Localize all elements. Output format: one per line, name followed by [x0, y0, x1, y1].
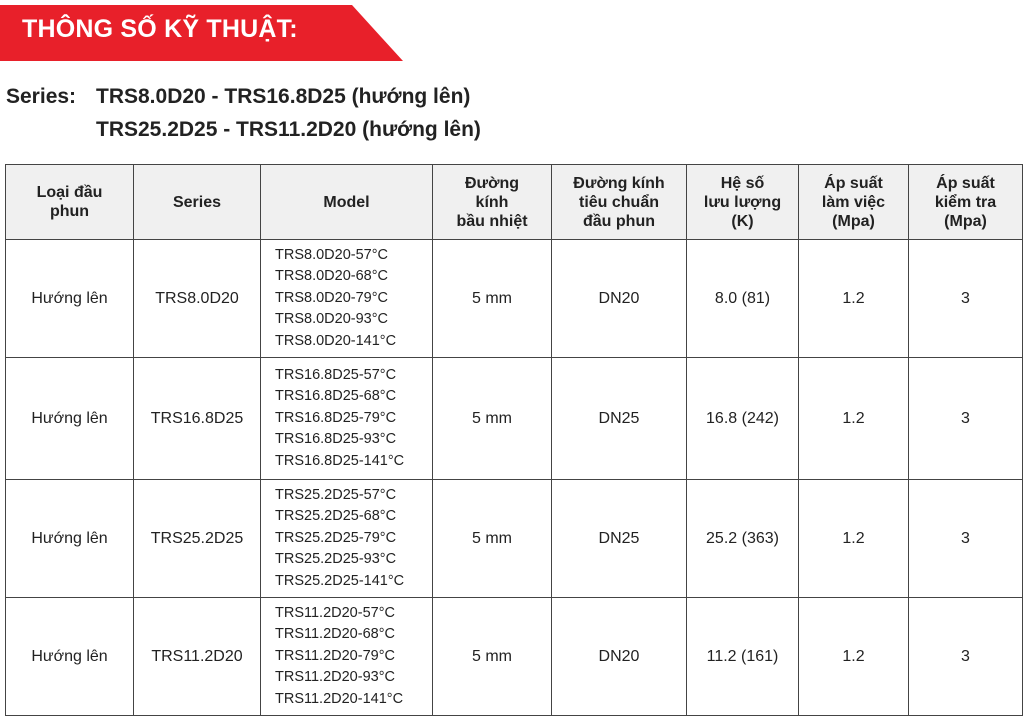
model-item: TRS8.0D20-93°C [275, 311, 388, 328]
cell-test-pressure: 3 [908, 597, 1023, 716]
header-bulb-diameter: Đường kính bầu nhiệt [432, 164, 552, 240]
series-line-2: TRS25.2D25 - TRS11.2D20 (hướng lên) [96, 118, 481, 141]
model-item: TRS25.2D25-93°C [275, 551, 397, 568]
cell-k-factor: 11.2 (161) [686, 597, 799, 716]
cell-k-factor: 16.8 (242) [686, 357, 799, 480]
model-item: TRS8.0D20-79°C [275, 289, 388, 306]
model-item: TRS8.0D20-68°C [275, 268, 388, 285]
table-header-row: Loại đầu phun Series Model Đường kính bầu nhiệ… [5, 164, 1023, 240]
cell-nominal-diameter: DN25 [551, 479, 687, 598]
header-nominal-diameter: Đường kính tiêu chuẩn đầu phun [551, 164, 687, 240]
page-title: THÔNG SỐ KỸ THUẬT: [22, 15, 298, 43]
cell-test-pressure: 3 [908, 479, 1023, 598]
series-label: Series: [6, 85, 77, 108]
cell-k-factor: 25.2 (363) [686, 479, 799, 598]
cell-models: TRS11.2D20-57°C TRS11.2D20-68°C TRS11.2D20… [260, 597, 433, 716]
spec-table: Loại đầu phun Series Model Đường kính bầu nhiệ… [5, 164, 1023, 716]
cell-k-factor: 8.0 (81) [686, 239, 799, 358]
model-item: TRS8.0D20-57°C [275, 246, 388, 263]
cell-working-pressure: 1.2 [798, 239, 909, 358]
title-banner [0, 5, 403, 61]
cell-nominal-diameter: DN20 [551, 597, 687, 716]
cell-bulb-diameter: 5 mm [432, 479, 552, 598]
model-item: TRS11.2D20-79°C [275, 647, 395, 664]
model-item: TRS16.8D25-57°C [275, 366, 397, 383]
header-test-pressure: Áp suất kiểm tra (Mpa) [908, 164, 1023, 240]
model-item: TRS25.2D25-68°C [275, 508, 397, 525]
model-item: TRS25.2D25-141°C [275, 572, 405, 589]
model-item: TRS16.8D25-79°C [275, 409, 397, 426]
cell-series: TRS11.2D20 [133, 597, 261, 716]
cell-nozzle-type: Hướng lên [5, 357, 134, 480]
model-item: TRS8.0D20-141°C [275, 332, 397, 349]
cell-nominal-diameter: DN25 [551, 357, 687, 480]
header-k-factor: Hệ số lưu lượng (K) [686, 164, 799, 240]
model-item: TRS11.2D20-68°C [275, 626, 395, 643]
cell-models: TRS25.2D25-57°C TRS25.2D25-68°C TRS25.2D25… [260, 479, 433, 598]
table-row: Hướng lên TRS8.0D20 TRS8.0D20-57°C TRS8.0D2… [5, 239, 1023, 358]
table-row: Hướng lên TRS25.2D25 TRS25.2D25-57°C TRS25.… [5, 479, 1023, 598]
table-row: Hướng lên TRS11.2D20 TRS11.2D20-57°C TRS11.… [5, 597, 1023, 716]
model-item: TRS16.8D25-93°C [275, 431, 397, 448]
header-working-pressure: Áp suất làm việc (Mpa) [798, 164, 909, 240]
model-item: TRS25.2D25-57°C [275, 486, 397, 503]
cell-working-pressure: 1.2 [798, 479, 909, 598]
cell-series: TRS8.0D20 [133, 239, 261, 358]
model-item: TRS25.2D25-79°C [275, 529, 397, 546]
header-model: Model [260, 164, 433, 240]
cell-test-pressure: 3 [908, 357, 1023, 480]
series-line-1: TRS8.0D20 - TRS16.8D25 (hướng lên) [96, 85, 471, 108]
cell-series: TRS25.2D25 [133, 479, 261, 598]
model-item: TRS16.8D25-68°C [275, 388, 397, 405]
model-item: TRS11.2D20-93°C [275, 669, 395, 686]
cell-bulb-diameter: 5 mm [432, 357, 552, 480]
cell-nozzle-type: Hướng lên [5, 239, 134, 358]
cell-bulb-diameter: 5 mm [432, 239, 552, 358]
header-nozzle-type: Loại đầu phun [5, 164, 134, 240]
model-item: TRS11.2D20-57°C [275, 604, 395, 621]
cell-nozzle-type: Hướng lên [5, 597, 134, 716]
cell-test-pressure: 3 [908, 239, 1023, 358]
cell-series: TRS16.8D25 [133, 357, 261, 480]
header-series: Series [133, 164, 261, 240]
cell-nozzle-type: Hướng lên [5, 479, 134, 598]
model-item: TRS11.2D20-141°C [275, 690, 404, 707]
cell-bulb-diameter: 5 mm [432, 597, 552, 716]
cell-models: TRS8.0D20-57°C TRS8.0D20-68°C TRS8.0D20-79… [260, 239, 433, 358]
model-item: TRS16.8D25-141°C [275, 452, 405, 469]
cell-working-pressure: 1.2 [798, 357, 909, 480]
cell-working-pressure: 1.2 [798, 597, 909, 716]
cell-models: TRS16.8D25-57°C TRS16.8D25-68°C TRS16.8D25… [260, 357, 433, 480]
cell-nominal-diameter: DN20 [551, 239, 687, 358]
table-row: Hướng lên TRS16.8D25 TRS16.8D25-57°C TRS16.… [5, 357, 1023, 480]
